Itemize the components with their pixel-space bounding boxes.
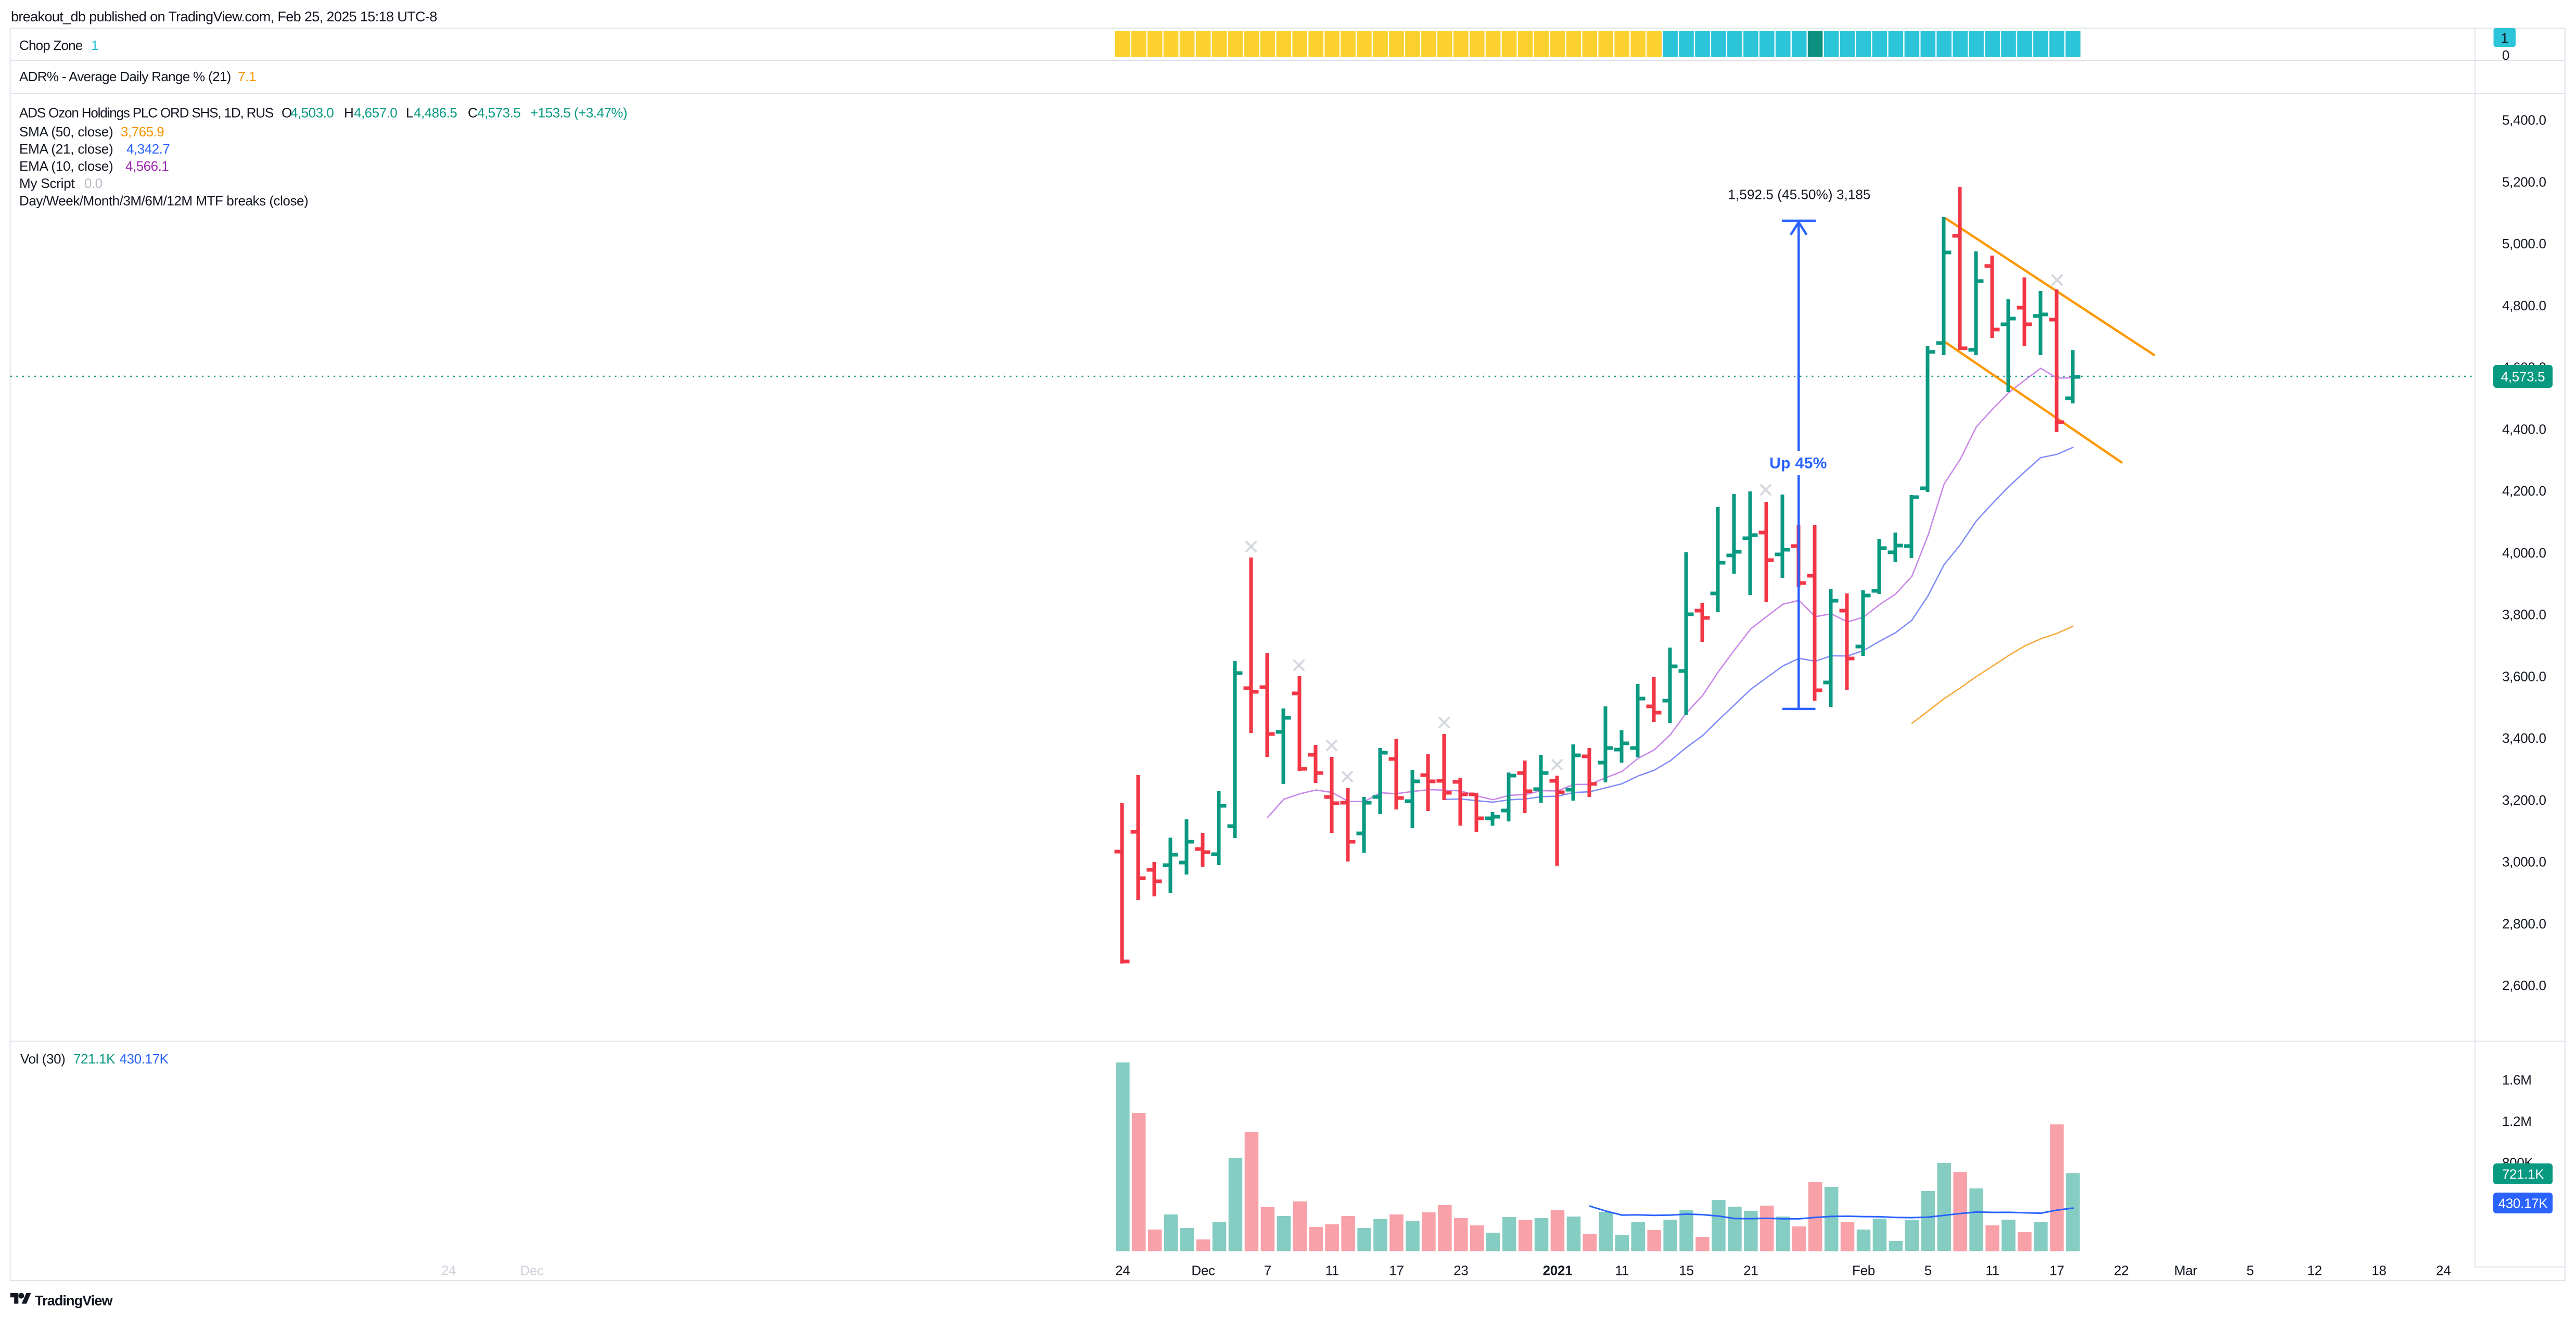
svg-text:11: 11 (1615, 1263, 1629, 1278)
svg-text:4,573.5: 4,573.5 (2501, 369, 2545, 385)
svg-text:4,657.0: 4,657.0 (354, 105, 397, 121)
svg-text:3,600.0: 3,600.0 (2502, 668, 2546, 684)
svg-text:4,400.0: 4,400.0 (2502, 421, 2546, 437)
svg-text:5: 5 (1924, 1263, 1932, 1278)
svg-text:430.17K: 430.17K (2498, 1196, 2548, 1211)
svg-text:O: O (282, 105, 292, 121)
svg-text:ADS Ozon Holdings PLC ORD SHS,: ADS Ozon Holdings PLC ORD SHS, 1D, RUS (19, 105, 274, 121)
svg-text:SMA (50, close): SMA (50, close) (19, 124, 113, 140)
svg-text:5,200.0: 5,200.0 (2502, 174, 2546, 189)
svg-text:430.17K: 430.17K (120, 1051, 169, 1067)
svg-text:3,765.9: 3,765.9 (121, 124, 164, 140)
svg-text:4,573.5: 4,573.5 (477, 105, 520, 121)
svg-text:1.2M: 1.2M (2502, 1113, 2532, 1129)
svg-text:5,000.0: 5,000.0 (2502, 236, 2546, 251)
svg-text:5,400.0: 5,400.0 (2502, 112, 2546, 128)
svg-text:24: 24 (441, 1263, 456, 1278)
svg-text:3,200.0: 3,200.0 (2502, 792, 2546, 808)
svg-text:4,000.0: 4,000.0 (2502, 545, 2546, 561)
svg-text:Day/Week/Month/3M/6M/12M MTF b: Day/Week/Month/3M/6M/12M MTF breaks (clo… (19, 193, 308, 209)
svg-text:5: 5 (2247, 1263, 2254, 1278)
svg-text:0: 0 (2502, 47, 2509, 63)
svg-text:Dec: Dec (1191, 1263, 1215, 1278)
svg-text:My Script: My Script (19, 175, 75, 191)
svg-text:11: 11 (1325, 1263, 1338, 1278)
svg-text:721.1K: 721.1K (2502, 1167, 2545, 1182)
svg-text:17: 17 (1389, 1263, 1404, 1278)
svg-text:1,592.5 (45.50%) 3,185: 1,592.5 (45.50%) 3,185 (1728, 187, 1871, 202)
svg-text:3,000.0: 3,000.0 (2502, 854, 2546, 870)
svg-text:23: 23 (1453, 1263, 1468, 1278)
svg-text:7: 7 (1264, 1263, 1271, 1278)
svg-text:4,566.1: 4,566.1 (125, 158, 169, 174)
svg-text:Dec: Dec (520, 1263, 544, 1278)
svg-text:4,486.5: 4,486.5 (414, 105, 457, 121)
svg-text:24: 24 (1115, 1263, 1130, 1278)
svg-text:11: 11 (1985, 1263, 1999, 1278)
svg-text:1: 1 (91, 37, 98, 53)
svg-text:22: 22 (2114, 1263, 2128, 1278)
svg-text:4,503.0: 4,503.0 (290, 105, 334, 121)
svg-text:breakout_db published on Tradi: breakout_db published on TradingView.com… (11, 9, 437, 24)
svg-text:Chop Zone: Chop Zone (19, 37, 83, 53)
svg-text:TradingView: TradingView (35, 1293, 113, 1309)
svg-text:EMA (10, close): EMA (10, close) (19, 158, 113, 174)
svg-text:Feb: Feb (1852, 1263, 1875, 1278)
svg-text:Mar: Mar (2174, 1263, 2198, 1278)
svg-text:15: 15 (1679, 1263, 1693, 1278)
svg-text:3,400.0: 3,400.0 (2502, 730, 2546, 746)
svg-text:4,342.7: 4,342.7 (126, 141, 170, 157)
svg-text:12: 12 (2307, 1263, 2322, 1278)
svg-text:7.1: 7.1 (238, 69, 256, 84)
svg-text:4,800.0: 4,800.0 (2502, 298, 2546, 313)
svg-text:+153.5 (+3.47%): +153.5 (+3.47%) (530, 105, 627, 121)
svg-text:Vol (30): Vol (30) (20, 1051, 65, 1067)
svg-text:Up 45%: Up 45% (1769, 455, 1827, 472)
svg-text:ADR% - Average Daily Range % (: ADR% - Average Daily Range % (21) (19, 69, 231, 84)
svg-text:EMA (21, close): EMA (21, close) (19, 141, 113, 157)
svg-text:0.0: 0.0 (84, 175, 103, 191)
svg-text:17: 17 (2049, 1263, 2064, 1278)
svg-text:24: 24 (2436, 1263, 2451, 1278)
svg-text:4,200.0: 4,200.0 (2502, 483, 2546, 499)
svg-text:C: C (468, 105, 477, 121)
svg-text:1: 1 (2501, 30, 2508, 46)
svg-text:2,600.0: 2,600.0 (2502, 978, 2546, 993)
svg-text:2021: 2021 (1543, 1263, 1573, 1278)
svg-text:H: H (344, 105, 353, 121)
svg-text:1.6M: 1.6M (2502, 1072, 2532, 1088)
svg-text:721.1K: 721.1K (73, 1051, 116, 1067)
svg-text:3,800.0: 3,800.0 (2502, 607, 2546, 623)
svg-text:L: L (406, 105, 413, 121)
svg-text:2,800.0: 2,800.0 (2502, 916, 2546, 931)
svg-text:21: 21 (1743, 1263, 1758, 1278)
svg-text:18: 18 (2371, 1263, 2386, 1278)
